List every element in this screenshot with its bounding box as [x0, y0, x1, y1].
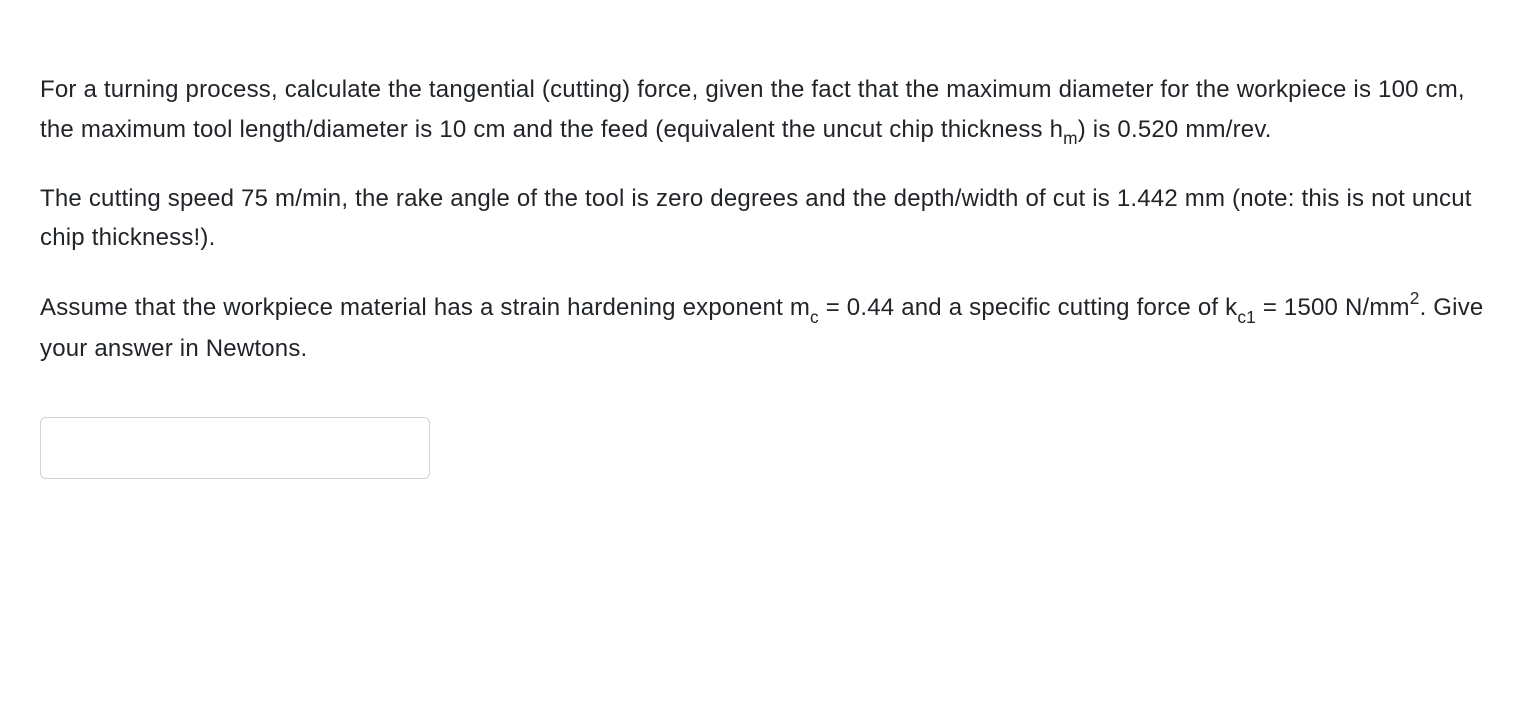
question-paragraph-1: For a turning process, calculate the tan…	[40, 70, 1488, 151]
paragraph-3-text-after-kc1: = 1500 N/mm	[1256, 294, 1410, 321]
question-container: For a turning process, calculate the tan…	[40, 70, 1488, 479]
question-paragraph-3: Assume that the workpiece material has a…	[40, 286, 1488, 369]
question-paragraph-2: The cutting speed 75 m/min, the rake ang…	[40, 179, 1488, 258]
paragraph-2-text: The cutting speed 75 m/min, the rake ang…	[40, 185, 1472, 252]
paragraph-3-text-before-mc: Assume that the workpiece material has a…	[40, 294, 810, 321]
answer-input[interactable]	[40, 417, 430, 479]
kc1-subscript: c1	[1237, 307, 1256, 327]
paragraph-3-text-after-mc: = 0.44 and a specific cutting force of k	[819, 294, 1237, 321]
mc-subscript: c	[810, 307, 819, 327]
mm-superscript: 2	[1410, 288, 1420, 308]
hm-subscript: m	[1063, 128, 1078, 148]
paragraph-1-text-after: ) is 0.520 mm/rev.	[1078, 116, 1272, 143]
